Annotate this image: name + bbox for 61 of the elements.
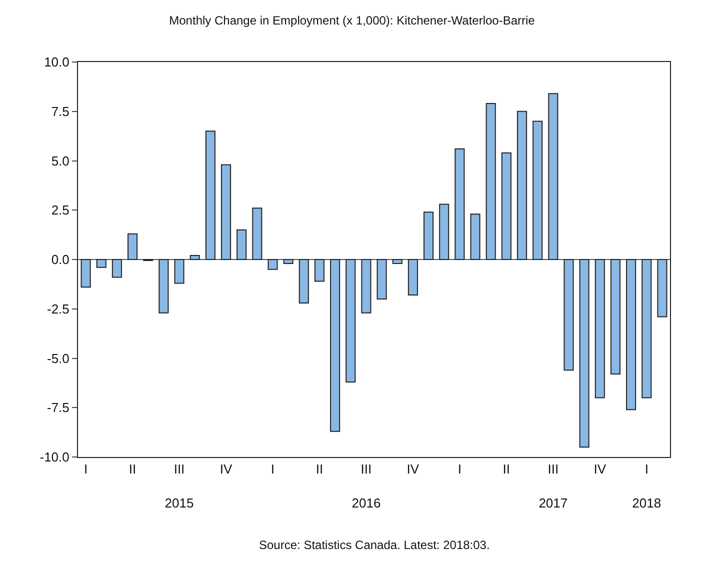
x-tick-label: II bbox=[502, 462, 510, 477]
y-tick-label: 0.0 bbox=[51, 252, 70, 268]
x-tick-label: II bbox=[316, 462, 324, 477]
bar bbox=[330, 259, 340, 432]
bar bbox=[361, 259, 372, 314]
y-tick-label: -5.0 bbox=[46, 350, 70, 366]
bar bbox=[96, 259, 106, 268]
bar bbox=[314, 259, 324, 282]
bar bbox=[236, 229, 247, 260]
bar bbox=[128, 233, 138, 260]
chart-title: Monthly Change in Employment (x 1,000): Kitchener-Waterloo-Barrie bbox=[169, 13, 536, 28]
bar bbox=[532, 120, 543, 260]
source-note: Source: Statistics Canada. Latest: 2018:03. bbox=[259, 538, 490, 552]
bar bbox=[80, 259, 91, 288]
x-tick-label: IV bbox=[220, 462, 232, 477]
bar bbox=[454, 148, 465, 260]
bar bbox=[392, 259, 402, 264]
bar bbox=[610, 259, 620, 375]
bar bbox=[626, 259, 636, 410]
x-tick-label: I bbox=[84, 462, 88, 477]
x-tick-label: I bbox=[458, 462, 462, 477]
y-tick-label: 2.5 bbox=[51, 202, 70, 218]
x-tick-label: IV bbox=[594, 462, 606, 477]
bar bbox=[220, 164, 232, 260]
bar bbox=[642, 259, 652, 398]
bar bbox=[439, 204, 450, 260]
bar bbox=[501, 152, 512, 260]
y-tick-label: -7.5 bbox=[46, 400, 70, 416]
bar bbox=[579, 259, 590, 448]
bar bbox=[594, 259, 605, 398]
bar bbox=[252, 208, 262, 260]
bar bbox=[283, 259, 294, 264]
bar bbox=[470, 214, 480, 260]
x-tick-label: II bbox=[128, 462, 136, 477]
bar bbox=[205, 130, 216, 260]
y-tick-label: 5.0 bbox=[51, 153, 70, 168]
y-tick-label: -10.0 bbox=[40, 450, 70, 465]
bar bbox=[268, 259, 278, 270]
bar bbox=[486, 102, 496, 260]
bar bbox=[564, 259, 574, 371]
bar bbox=[174, 259, 184, 284]
category-label: I 2018 bbox=[632, 462, 662, 510]
bar bbox=[158, 259, 169, 314]
bar bbox=[112, 259, 122, 278]
y-tick-label: 10.0 bbox=[44, 54, 70, 70]
x-tick-label: IV bbox=[406, 462, 420, 477]
bar bbox=[190, 255, 200, 260]
bar bbox=[424, 212, 434, 260]
y-tick-label: -2.5 bbox=[46, 301, 70, 316]
bar bbox=[346, 259, 356, 382]
bar bbox=[657, 259, 668, 318]
bar bbox=[516, 110, 528, 260]
y-tick-label: 7.5 bbox=[51, 104, 70, 119]
bar bbox=[408, 259, 418, 296]
category-label: III 2015 bbox=[164, 462, 194, 510]
category-label: III 2016 bbox=[352, 462, 381, 510]
bar bbox=[298, 259, 309, 304]
category-label: III 2017 bbox=[538, 462, 568, 510]
x-tick-label: I bbox=[270, 462, 275, 477]
bar bbox=[548, 93, 558, 260]
bar bbox=[376, 259, 387, 300]
